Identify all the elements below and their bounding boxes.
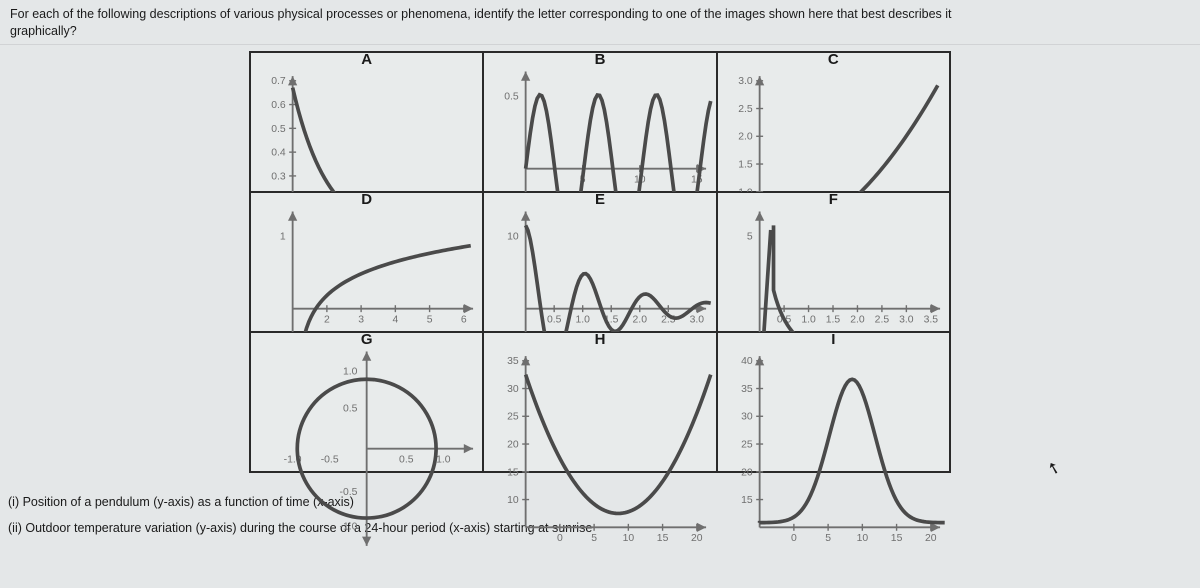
- svg-text:40: 40: [741, 356, 753, 367]
- svg-text:0: 0: [557, 533, 563, 544]
- svg-text:15: 15: [890, 533, 902, 544]
- svg-text:3.0: 3.0: [899, 314, 914, 325]
- svg-text:2.5: 2.5: [874, 314, 889, 325]
- svg-text:6: 6: [461, 314, 467, 325]
- svg-text:5: 5: [825, 533, 831, 544]
- svg-text:1.0: 1.0: [343, 366, 358, 377]
- svg-text:-0.5: -0.5: [340, 487, 358, 498]
- svg-text:0.5: 0.5: [547, 314, 562, 325]
- svg-text:10: 10: [507, 495, 519, 506]
- question-line2: graphically?: [10, 24, 77, 38]
- svg-text:2.5: 2.5: [738, 104, 753, 115]
- svg-text:2.0: 2.0: [738, 131, 753, 142]
- graph-label-e: E: [595, 191, 605, 208]
- mouse-cursor: ➚: [1045, 457, 1063, 480]
- graph-cell-e: E0.51.01.52.02.53.010-10: [483, 192, 716, 332]
- svg-text:15: 15: [507, 467, 519, 478]
- graph-cell-f: F0.51.01.52.02.53.03.55-10: [717, 192, 950, 332]
- svg-text:0.3: 0.3: [271, 171, 286, 182]
- svg-text:30: 30: [507, 384, 519, 395]
- graph-label-g: G: [361, 331, 373, 348]
- svg-text:0: 0: [791, 533, 797, 544]
- svg-text:15: 15: [741, 495, 753, 506]
- svg-text:1.0: 1.0: [801, 314, 816, 325]
- svg-text:3.0: 3.0: [690, 314, 705, 325]
- svg-text:2.0: 2.0: [633, 314, 648, 325]
- svg-text:1.0: 1.0: [576, 314, 591, 325]
- svg-text:5: 5: [427, 314, 433, 325]
- graph-label-c: C: [828, 51, 839, 68]
- svg-text:5: 5: [747, 231, 753, 242]
- svg-text:10: 10: [507, 231, 519, 242]
- graph-cell-i: I05101520152025303540: [717, 332, 950, 472]
- svg-text:5: 5: [592, 533, 598, 544]
- svg-text:3.0: 3.0: [738, 76, 753, 87]
- svg-text:3: 3: [358, 314, 364, 325]
- svg-text:3.5: 3.5: [923, 314, 938, 325]
- graph-cell-h: H05101520101520253035: [483, 332, 716, 472]
- graph-cell-b: B510150.5-0.5: [483, 52, 716, 192]
- graph-label-i: I: [831, 331, 835, 348]
- graph-grid: A1234560.10.20.30.40.50.60.7B510150.5-0.…: [249, 51, 951, 473]
- svg-text:0.5: 0.5: [399, 454, 414, 465]
- svg-text:2: 2: [324, 314, 330, 325]
- svg-text:0.4: 0.4: [271, 147, 286, 158]
- svg-text:10: 10: [623, 533, 635, 544]
- graph-label-b: B: [595, 51, 606, 68]
- svg-text:15: 15: [657, 533, 669, 544]
- svg-text:-0.5: -0.5: [321, 454, 339, 465]
- svg-text:-1.0: -1.0: [340, 521, 358, 532]
- svg-text:30: 30: [741, 411, 753, 422]
- svg-text:10: 10: [856, 533, 868, 544]
- question-line1: For each of the following descriptions o…: [10, 7, 952, 21]
- graph-label-a: A: [361, 51, 372, 68]
- graph-label-h: H: [595, 331, 606, 348]
- graph-label-f: F: [829, 191, 838, 208]
- svg-text:25: 25: [741, 439, 753, 450]
- svg-text:0.6: 0.6: [271, 100, 286, 111]
- svg-text:4: 4: [392, 314, 398, 325]
- svg-text:1.5: 1.5: [738, 159, 753, 170]
- svg-text:35: 35: [507, 356, 519, 367]
- svg-text:2.0: 2.0: [850, 314, 865, 325]
- svg-text:1.0: 1.0: [436, 454, 451, 465]
- svg-text:20: 20: [507, 439, 519, 450]
- svg-text:20: 20: [691, 533, 703, 544]
- svg-text:25: 25: [507, 411, 519, 422]
- question-text: For each of the following descriptions o…: [0, 0, 1200, 45]
- svg-text:0.5: 0.5: [505, 91, 520, 102]
- svg-text:0.5: 0.5: [271, 124, 286, 135]
- svg-text:1: 1: [280, 231, 286, 242]
- graph-cell-c: C1234560.51.01.52.02.53.0: [717, 52, 950, 192]
- svg-text:35: 35: [741, 384, 753, 395]
- graph-label-d: D: [361, 191, 372, 208]
- graph-cell-g: G1.0-1.01.0-1.00.5-0.50.5-0.5: [250, 332, 483, 472]
- svg-text:20: 20: [741, 467, 753, 478]
- svg-text:0.5: 0.5: [343, 403, 358, 414]
- svg-text:1.5: 1.5: [825, 314, 840, 325]
- svg-text:20: 20: [925, 533, 937, 544]
- svg-text:0.7: 0.7: [271, 76, 286, 87]
- graph-cell-a: A1234560.10.20.30.40.50.60.7: [250, 52, 483, 192]
- graph-cell-d: D234561-2: [250, 192, 483, 332]
